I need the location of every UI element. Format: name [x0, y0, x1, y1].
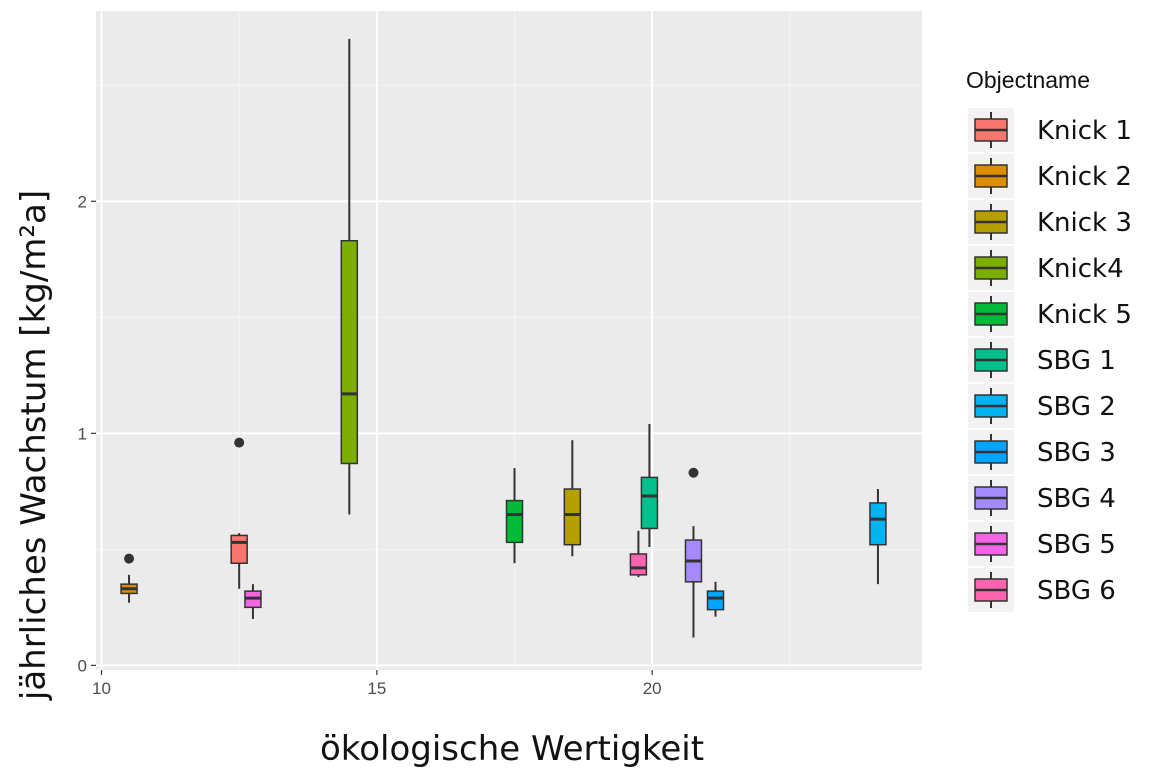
y-tick-label: 1 — [78, 424, 87, 443]
x-tick-label: 10 — [92, 679, 111, 698]
legend-label: SBG 4 — [1037, 484, 1116, 514]
legend-item: Knick 3 — [968, 200, 1132, 244]
box-iqr — [629, 553, 648, 576]
box-iqr — [340, 239, 359, 465]
legend-label: SBG 3 — [1037, 438, 1116, 468]
legend-label: Knick4 — [1037, 254, 1124, 284]
box-knick-3 — [563, 440, 582, 557]
outlier-point — [124, 553, 135, 564]
box-knick-2 — [120, 553, 138, 603]
box-iqr — [706, 590, 725, 611]
major-gridlines — [96, 11, 922, 670]
legend-label: SBG 6 — [1037, 576, 1116, 606]
legend-label: Knick 2 — [1037, 162, 1132, 192]
legend-item: SBG 5 — [968, 522, 1116, 566]
legend-item: Knick 1 — [968, 108, 1132, 152]
box-iqr — [869, 502, 887, 546]
legend-item: SBG 3 — [968, 430, 1116, 474]
legend-item: SBG 2 — [968, 384, 1116, 428]
legend-item: SBG 4 — [968, 476, 1116, 520]
legend-label: Knick 3 — [1037, 208, 1132, 238]
box-knick-1 — [230, 437, 248, 589]
legend-item: SBG 6 — [968, 568, 1116, 612]
box-sbg-2 — [869, 489, 887, 585]
legend-label: Knick 5 — [1037, 300, 1132, 330]
y-tick-label: 0 — [78, 656, 87, 675]
legend-label: Knick 1 — [1037, 116, 1132, 146]
box-knick4 — [340, 38, 359, 515]
legend: Objectname Knick 1 Knick 2 Knick 3 Knick4 Kn… — [966, 67, 1132, 612]
legend-item: SBG 1 — [968, 338, 1116, 382]
box-sbg-6 — [629, 530, 648, 578]
outlier-point — [234, 437, 245, 448]
box-sbg-5 — [244, 584, 262, 619]
x-tick-label: 15 — [367, 679, 386, 698]
y-axis-title: jährliches Wachstum [kg/m²a] — [14, 190, 54, 701]
legend-item: Knick 5 — [968, 292, 1132, 336]
box-sbg-1 — [640, 424, 659, 548]
box-iqr — [230, 534, 248, 565]
box-series — [120, 38, 887, 638]
legend-label: SBG 2 — [1037, 392, 1116, 422]
legend-label: SBG 5 — [1037, 530, 1116, 560]
box-sbg-3 — [706, 581, 725, 617]
plot-panel — [96, 11, 922, 670]
y-axis-ticks: 0 1 2 — [78, 192, 96, 675]
x-axis-ticks: 10 15 20 — [92, 670, 662, 698]
box-knick-5 — [505, 468, 524, 564]
legend-item: Knick 2 — [968, 154, 1132, 198]
x-axis-title: ökologische Wertigkeit — [320, 729, 704, 769]
box-iqr — [640, 476, 659, 530]
legend-label: SBG 1 — [1037, 346, 1116, 376]
x-tick-label: 20 — [643, 679, 662, 698]
y-tick-label: 2 — [78, 192, 87, 211]
box-sbg-4 — [684, 467, 703, 638]
box-iqr — [563, 488, 582, 546]
outlier-point — [688, 467, 699, 478]
box-iqr — [505, 499, 524, 544]
legend-title: Objectname — [966, 67, 1090, 93]
legend-item: Knick4 — [968, 246, 1124, 290]
